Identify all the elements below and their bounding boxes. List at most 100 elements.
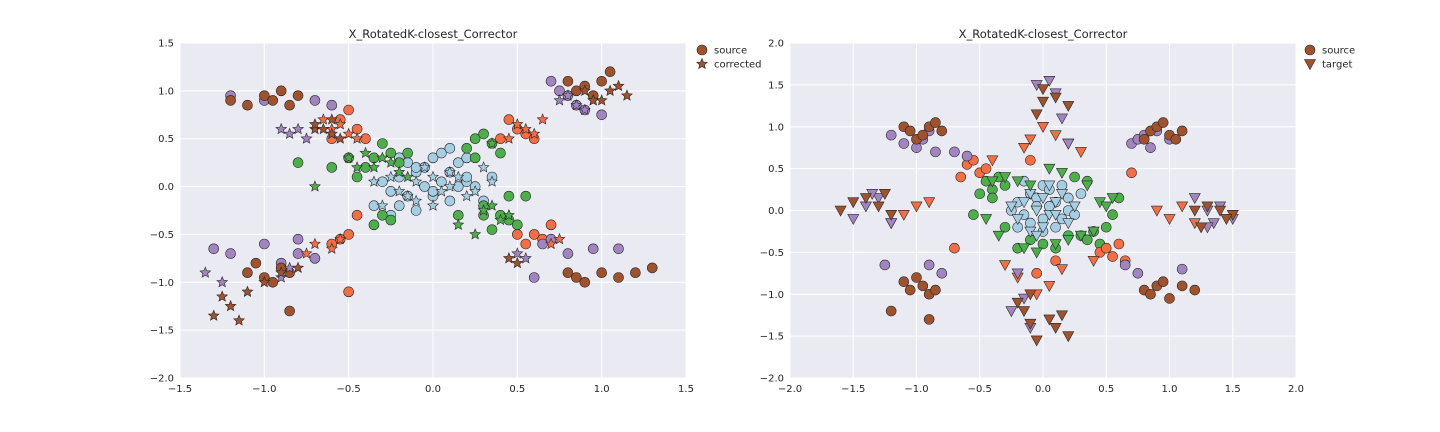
star-point <box>511 118 524 130</box>
triangle-down-point <box>1195 222 1208 234</box>
star-point <box>519 122 532 135</box>
legend-label: source <box>714 46 747 57</box>
triangle-down-point <box>1062 138 1075 150</box>
circle-point <box>980 163 992 174</box>
star-point <box>351 132 364 144</box>
circle-point <box>292 90 304 101</box>
triangle-down-point <box>923 197 936 209</box>
star-point <box>342 127 355 140</box>
star-point <box>308 237 321 250</box>
triangle-down-point <box>1062 218 1075 230</box>
circle-point <box>949 146 960 158</box>
y-tick-label: −1.5 <box>150 326 174 337</box>
star-point <box>410 175 423 187</box>
circle-point <box>267 276 279 288</box>
x-tick-label: −1.5 <box>168 384 192 395</box>
data-points <box>834 75 1239 347</box>
circle-point <box>512 219 523 231</box>
star-point <box>427 170 439 183</box>
star-point <box>553 94 566 106</box>
circle-point <box>1031 268 1042 279</box>
circle-point <box>250 257 262 269</box>
star-point <box>300 132 313 144</box>
triangle-down-point <box>1036 96 1050 108</box>
circle-point <box>292 233 304 245</box>
triangle-down-point <box>847 214 860 225</box>
circle-point <box>1126 167 1137 179</box>
star-point <box>258 276 271 288</box>
star-point <box>401 170 414 183</box>
circle-point <box>999 221 1011 233</box>
circle-point <box>936 125 948 137</box>
circle-point <box>1157 117 1169 128</box>
x-tick-label: 2.0 <box>1288 384 1304 395</box>
circle-point <box>444 195 456 207</box>
triangle-down-point <box>1030 247 1043 259</box>
triangle-down-point <box>1036 222 1050 234</box>
triangle-down-point <box>1049 197 1062 209</box>
circle-point <box>1050 221 1061 233</box>
y-tick-label: 0.0 <box>158 182 174 193</box>
circle-point <box>961 150 973 162</box>
triangle-down-point <box>1024 134 1037 146</box>
triangle-down-point <box>1081 180 1094 192</box>
chart-title: X_RotatedK-closest_Corrector <box>349 27 518 41</box>
circle-point <box>630 267 641 279</box>
circle-point <box>528 229 540 240</box>
star-point <box>486 199 499 211</box>
triangle-down-point <box>859 193 872 205</box>
circle-point <box>444 142 456 154</box>
triangle-down-point <box>872 201 885 213</box>
y-tick-label: −1.0 <box>760 290 784 301</box>
triangle-down-marker-icon <box>1303 59 1317 71</box>
circle-point <box>646 262 658 274</box>
circle-point <box>461 142 473 154</box>
star-point <box>561 89 574 101</box>
star-point <box>367 175 380 187</box>
circle-point <box>596 75 607 87</box>
star-point <box>401 189 414 202</box>
x-tick-label: 1.0 <box>1162 384 1178 395</box>
triangle-down-point <box>1011 214 1024 225</box>
triangle-down-point <box>1049 323 1062 334</box>
star-point <box>275 266 288 278</box>
circle-point <box>571 272 582 283</box>
chart-title: X_RotatedK-closest_Corrector <box>959 27 1128 41</box>
circle-point <box>923 314 935 325</box>
triangle-down-point <box>1055 264 1068 276</box>
triangle-down-point <box>1062 101 1075 112</box>
circle-point <box>1081 234 1093 246</box>
circle-marker-icon <box>1304 44 1316 56</box>
legend-label: source <box>1322 46 1355 57</box>
triangle-down-point <box>1062 235 1075 246</box>
legend-label: target <box>1322 60 1352 71</box>
star-point <box>460 189 473 202</box>
star-point <box>578 103 591 116</box>
star-point <box>452 218 465 230</box>
x-tick-label: 1.5 <box>678 384 694 395</box>
y-tick-label: −0.5 <box>150 230 174 241</box>
circle-point <box>1145 142 1156 153</box>
triangle-down-point <box>1068 201 1081 213</box>
circle-point <box>987 192 998 204</box>
circle-point <box>343 286 354 298</box>
circle-point <box>427 152 439 164</box>
x-tick-label: −1.0 <box>904 384 928 395</box>
circle-point <box>402 147 414 159</box>
triangle-down-point <box>1087 226 1100 238</box>
circle-point <box>503 114 515 125</box>
triangle-down-point <box>1036 122 1050 133</box>
triangle-down-point <box>980 214 993 225</box>
star-point <box>519 252 532 264</box>
circle-point <box>360 162 371 173</box>
star-point <box>435 185 448 197</box>
circle-point <box>1113 238 1125 250</box>
star-point <box>224 299 237 312</box>
triangle-down-point <box>1030 335 1043 347</box>
star-point <box>570 98 583 111</box>
star-point <box>469 185 482 197</box>
star-point <box>216 276 229 288</box>
circle-point <box>452 157 464 168</box>
x-tick-label: 0.0 <box>425 384 441 395</box>
triangle-down-point <box>878 189 891 200</box>
